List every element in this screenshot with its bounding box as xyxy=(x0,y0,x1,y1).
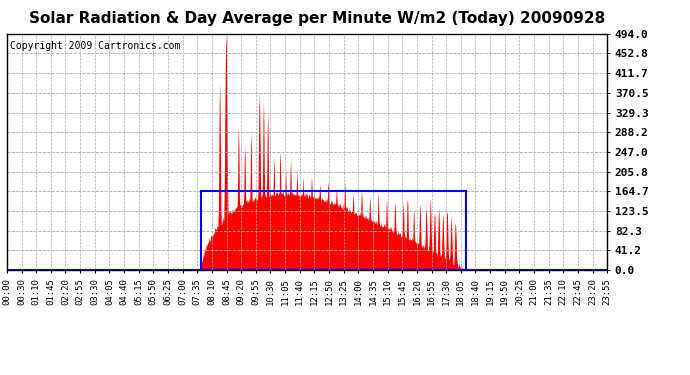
Text: Copyright 2009 Cartronics.com: Copyright 2009 Cartronics.com xyxy=(10,41,180,51)
Text: Solar Radiation & Day Average per Minute W/m2 (Today) 20090928: Solar Radiation & Day Average per Minute… xyxy=(29,11,606,26)
Bar xyxy=(201,191,466,270)
